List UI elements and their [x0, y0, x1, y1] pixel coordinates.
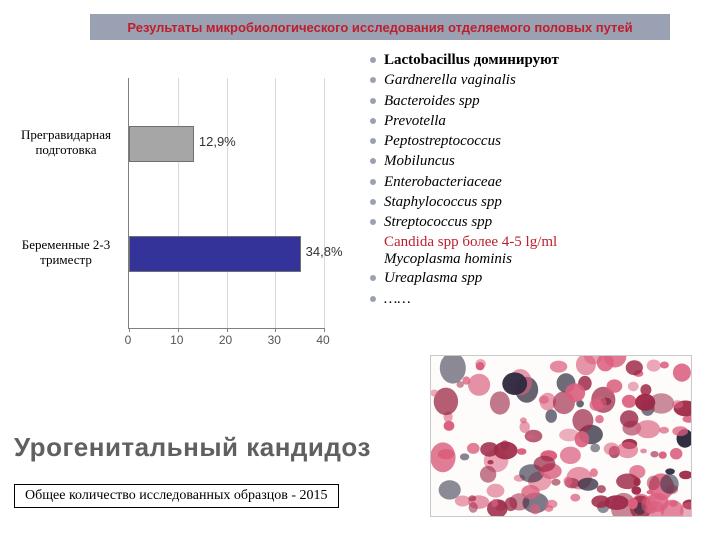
organism-item: Streptococcus spp [370, 212, 700, 232]
organism-text: Streptococcus spp [384, 212, 492, 232]
bar-category-label: Беременные 2-3 триместр [6, 238, 126, 268]
x-tick-label: 0 [125, 333, 132, 347]
bullet-icon [370, 77, 376, 83]
bar [129, 126, 194, 162]
organism-item: Staphylococcus spp [370, 192, 700, 212]
bar-chart: 0 10 20 30 40 12,9% Прегравидарная подготовка 3… [8, 78, 348, 368]
organism-text: Bacteroides spp [384, 91, 480, 111]
header-title: Результаты микробиологического исследова… [127, 20, 632, 35]
bullet-icon [370, 98, 376, 104]
bar [129, 236, 301, 272]
organism-text: Staphylococcus spp [384, 192, 502, 212]
organism-item: Enterobacteriaceae [370, 172, 700, 192]
organism-extra: Mycoplasma hominis [384, 251, 700, 268]
bullet-icon [370, 199, 376, 205]
bullet-icon [370, 118, 376, 124]
x-tick-label: 30 [268, 333, 281, 347]
organism-text: Gardnerella vaginalis [384, 70, 516, 90]
micrograph-image [430, 355, 692, 517]
header-band: Результаты микробиологического исследова… [90, 14, 670, 40]
organism-text: Peptostreptococcus [384, 131, 501, 151]
candida-line: Candida spp более 4-5 lg/ml [384, 234, 700, 251]
organism-item: Mobiluncus [370, 151, 700, 171]
bullet-icon [370, 57, 376, 63]
organism-item: Bacteroides spp [370, 91, 700, 111]
chart-plot-area [128, 78, 324, 329]
organism-item: Ureaplasma spp [370, 268, 700, 288]
organism-item: Peptostreptococcus [370, 131, 700, 151]
bullet-icon [370, 296, 376, 302]
x-tick-label: 40 [316, 333, 329, 347]
organism-item: Prevotella [370, 111, 700, 131]
bullet-icon [370, 219, 376, 225]
x-tick-label: 10 [170, 333, 183, 347]
bullet-icon [370, 138, 376, 144]
bar-value-label: 34,8% [306, 244, 343, 259]
bullet-icon [370, 158, 376, 164]
page-title: Урогенитальный кандидоз [14, 432, 371, 463]
x-tick-label: 20 [219, 333, 232, 347]
organism-item: …… [370, 289, 700, 309]
bar-value-label: 12,9% [199, 134, 236, 149]
organism-text: …… [384, 289, 411, 309]
organism-text: Prevotella [384, 111, 446, 131]
bullet-icon [370, 179, 376, 185]
organism-text: Enterobacteriaceae [384, 172, 502, 192]
bar-category-label: Прегравидарная подготовка [6, 128, 126, 158]
bullet-icon [370, 275, 376, 281]
organism-list: Lactobacillus доминируютGardnerella vagi… [370, 50, 700, 309]
organism-text: Lactobacillus доминируют [384, 50, 559, 70]
organism-text: Ureaplasma spp [384, 268, 482, 288]
organism-item: Gardnerella vaginalis [370, 70, 700, 90]
sample-count-box: Общее количество исследованных образцов … [14, 484, 339, 508]
organism-text: Mobiluncus [384, 151, 455, 171]
organism-item: Lactobacillus доминируют [370, 50, 700, 70]
